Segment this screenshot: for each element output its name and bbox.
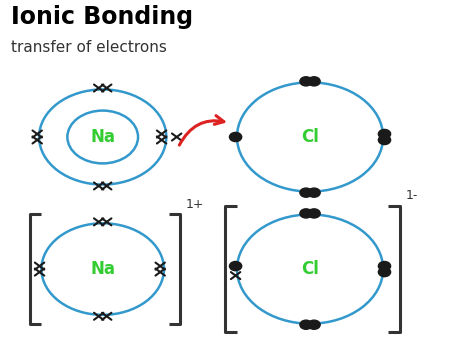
Text: 1+: 1+ bbox=[186, 198, 205, 211]
Text: Na: Na bbox=[90, 260, 115, 278]
Circle shape bbox=[378, 130, 391, 138]
Circle shape bbox=[229, 132, 242, 142]
Text: Cl: Cl bbox=[301, 128, 319, 146]
Circle shape bbox=[308, 320, 320, 329]
Circle shape bbox=[378, 268, 391, 277]
Circle shape bbox=[378, 262, 391, 271]
Text: Ionic Bonding: Ionic Bonding bbox=[11, 5, 193, 29]
Text: 1-: 1- bbox=[405, 189, 418, 202]
Circle shape bbox=[308, 209, 320, 218]
Circle shape bbox=[300, 188, 312, 197]
Circle shape bbox=[229, 262, 242, 271]
Circle shape bbox=[308, 77, 320, 86]
Circle shape bbox=[300, 320, 312, 329]
Text: Na: Na bbox=[90, 128, 115, 146]
Circle shape bbox=[300, 209, 312, 218]
Text: Cl: Cl bbox=[301, 260, 319, 278]
Circle shape bbox=[308, 188, 320, 197]
FancyArrowPatch shape bbox=[179, 116, 224, 145]
Circle shape bbox=[300, 77, 312, 86]
Circle shape bbox=[378, 135, 391, 144]
Text: transfer of electrons: transfer of electrons bbox=[11, 40, 167, 55]
